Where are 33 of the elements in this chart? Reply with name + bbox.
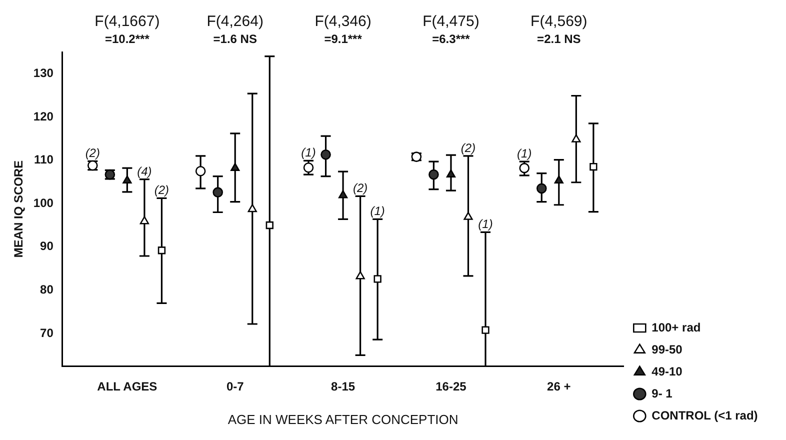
legend-label: 100+ rad <box>652 320 701 334</box>
x-tick-label: 16-25 <box>436 380 467 394</box>
annotation: (4) <box>137 164 152 178</box>
x-tick-label: 26 + <box>547 380 571 394</box>
text: F(4,1667) =10.2*** <box>94 13 160 46</box>
text: F(4,346) =9.1*** <box>314 13 372 46</box>
annotation: (2) <box>352 181 368 196</box>
x-axis-title: AGE IN WEEKS AFTER CONCEPTION <box>228 412 458 427</box>
annotation: (2) <box>460 140 476 155</box>
y-tick-label: 120 <box>33 109 54 124</box>
legend-label: CONTROL (<1 rad) <box>652 408 758 422</box>
y-axis-title: MEAN IQ SCORE <box>12 160 26 258</box>
y-tick-label: 110 <box>34 152 54 167</box>
legend-label: 9- 1 <box>652 386 673 400</box>
x-tick-label: 0-7 <box>226 380 244 394</box>
annotation: (2) <box>154 183 170 198</box>
annotation: (2) <box>85 146 100 160</box>
x-tick-label: ALL AGES <box>97 380 158 394</box>
x-tick-label: 8-15 <box>331 380 356 394</box>
annotation: (1) <box>370 204 385 218</box>
legend-label: 49-10 <box>652 364 683 378</box>
y-tick-label: 130 <box>33 66 54 80</box>
annotation: (1) <box>517 146 532 161</box>
y-tick-label: 80 <box>40 282 54 297</box>
text: F(4,569) =2.1 NS <box>530 13 588 46</box>
annotation: (1) <box>301 146 316 160</box>
legend-label: 99-50 <box>652 342 683 356</box>
y-tick-label: 100 <box>33 196 54 210</box>
y-tick-label: 90 <box>40 239 54 254</box>
y-tick-label: 70 <box>40 326 54 340</box>
text: F(4,264) =1.6 NS <box>206 13 264 46</box>
text: F(4,475) =6.3*** <box>422 13 480 46</box>
annotation: (1) <box>478 217 493 232</box>
